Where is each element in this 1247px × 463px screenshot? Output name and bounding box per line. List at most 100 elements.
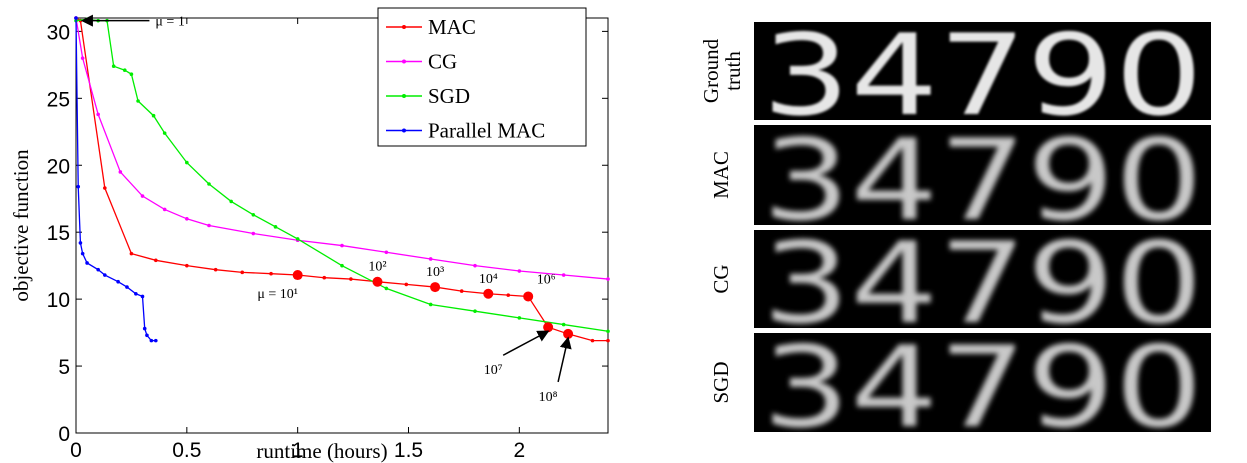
series-point (96, 267, 100, 272)
series-point (125, 285, 129, 289)
series-point (340, 263, 344, 268)
y-tick-label: 25 (47, 88, 70, 111)
annotation-label: 10⁷ (484, 363, 503, 378)
plot-frame (75, 17, 609, 434)
series-point (340, 243, 344, 248)
series-point (295, 237, 300, 241)
series-point (606, 277, 610, 281)
series-point (103, 186, 107, 190)
annotation-label: μ = 10¹ (257, 287, 298, 302)
series-point (185, 160, 189, 165)
x-tick-label: 1.5 (394, 439, 423, 462)
panel-label: MAC (709, 151, 733, 199)
series-point (561, 322, 566, 327)
series-point (207, 182, 211, 186)
legend-swatch-dot (402, 25, 406, 29)
series-point (80, 251, 85, 256)
series-point (384, 250, 389, 255)
series-point (473, 309, 477, 313)
panel-label: Groundtruth (699, 38, 745, 103)
series-point (96, 112, 100, 117)
legend-box (377, 7, 587, 147)
y-axis-label: objective function (9, 149, 33, 302)
series-point (251, 212, 256, 217)
series-point (517, 269, 522, 273)
legend-label: MAC (428, 15, 476, 39)
y-tick-label: 20 (47, 155, 70, 178)
series-point (269, 271, 273, 276)
series-point (240, 270, 245, 275)
legend-label: Parallel MAC (428, 119, 545, 143)
annotation-label: 10⁶ (537, 272, 556, 287)
series-point (85, 261, 89, 265)
y-tick-label: 30 (47, 21, 70, 44)
annotation-label: 10⁴ (479, 272, 498, 287)
series-point (140, 194, 145, 198)
series-point (384, 286, 389, 291)
series-point (80, 56, 85, 60)
series-point (129, 251, 134, 256)
series-point (118, 170, 123, 174)
series-point (349, 277, 353, 281)
image-panels: 34790 Groundtruth 34790 MAC 34790 CG 34790 SGD (699, 11, 1211, 453)
legend-label: CG (428, 50, 457, 74)
annotation-arrow (502, 330, 550, 356)
legend-label: SGD (428, 84, 470, 108)
panel-label: CG (709, 264, 733, 293)
series-point (251, 231, 256, 236)
annotation-point (372, 276, 383, 287)
series-point (213, 267, 218, 272)
series-point (122, 68, 127, 73)
series-point (162, 131, 167, 135)
image-panel (754, 125, 1211, 225)
annotation-label: 10³ (426, 265, 444, 280)
series-point (185, 263, 189, 268)
series-point (129, 72, 134, 77)
panel-label: SGD (709, 361, 733, 403)
series-point (78, 241, 83, 245)
panel-digits: 34790 (762, 116, 1203, 246)
series-point (151, 113, 156, 118)
annotation-arrow (557, 336, 572, 383)
series-point (606, 338, 610, 343)
annotation-point (292, 270, 303, 281)
y-tick-label: 15 (47, 222, 70, 245)
x-tick-label: 0.5 (172, 439, 201, 462)
panel-digits: 34790 (762, 323, 1203, 453)
series-point (140, 294, 145, 299)
series-point (162, 207, 167, 212)
y-tick-label: 0 (58, 423, 70, 446)
series-point (207, 223, 211, 228)
series-point (590, 338, 595, 343)
x-tick-label: 1 (292, 439, 304, 462)
y-tick-label: 10 (47, 289, 70, 312)
y-tick-label: 5 (58, 356, 70, 379)
annotation-label: 10⁸ (539, 390, 558, 405)
series-point (273, 225, 278, 229)
series-point (136, 99, 140, 103)
annotation-point (523, 291, 534, 302)
image-panel (754, 333, 1211, 432)
series-point (134, 291, 138, 296)
series-point (229, 199, 233, 204)
x-tick-label: 0 (70, 439, 82, 462)
legend: MAC CG SGD Parallel MAC (377, 7, 587, 147)
series-point (506, 293, 511, 297)
series-point (145, 333, 149, 338)
panel-digits: 34790 (762, 219, 1203, 349)
series-point (428, 257, 433, 261)
annotation-label: 10² (368, 260, 386, 275)
series-point (103, 273, 107, 277)
series-point (517, 316, 522, 320)
series-point (561, 273, 566, 277)
annotation-point (563, 328, 574, 339)
x-axis-label: runtime (hours) (256, 439, 387, 463)
x-tick-label: 2 (513, 439, 525, 462)
series-point (149, 338, 154, 343)
series-point (74, 16, 78, 20)
image-panel (754, 22, 1211, 120)
series-point (322, 275, 327, 280)
